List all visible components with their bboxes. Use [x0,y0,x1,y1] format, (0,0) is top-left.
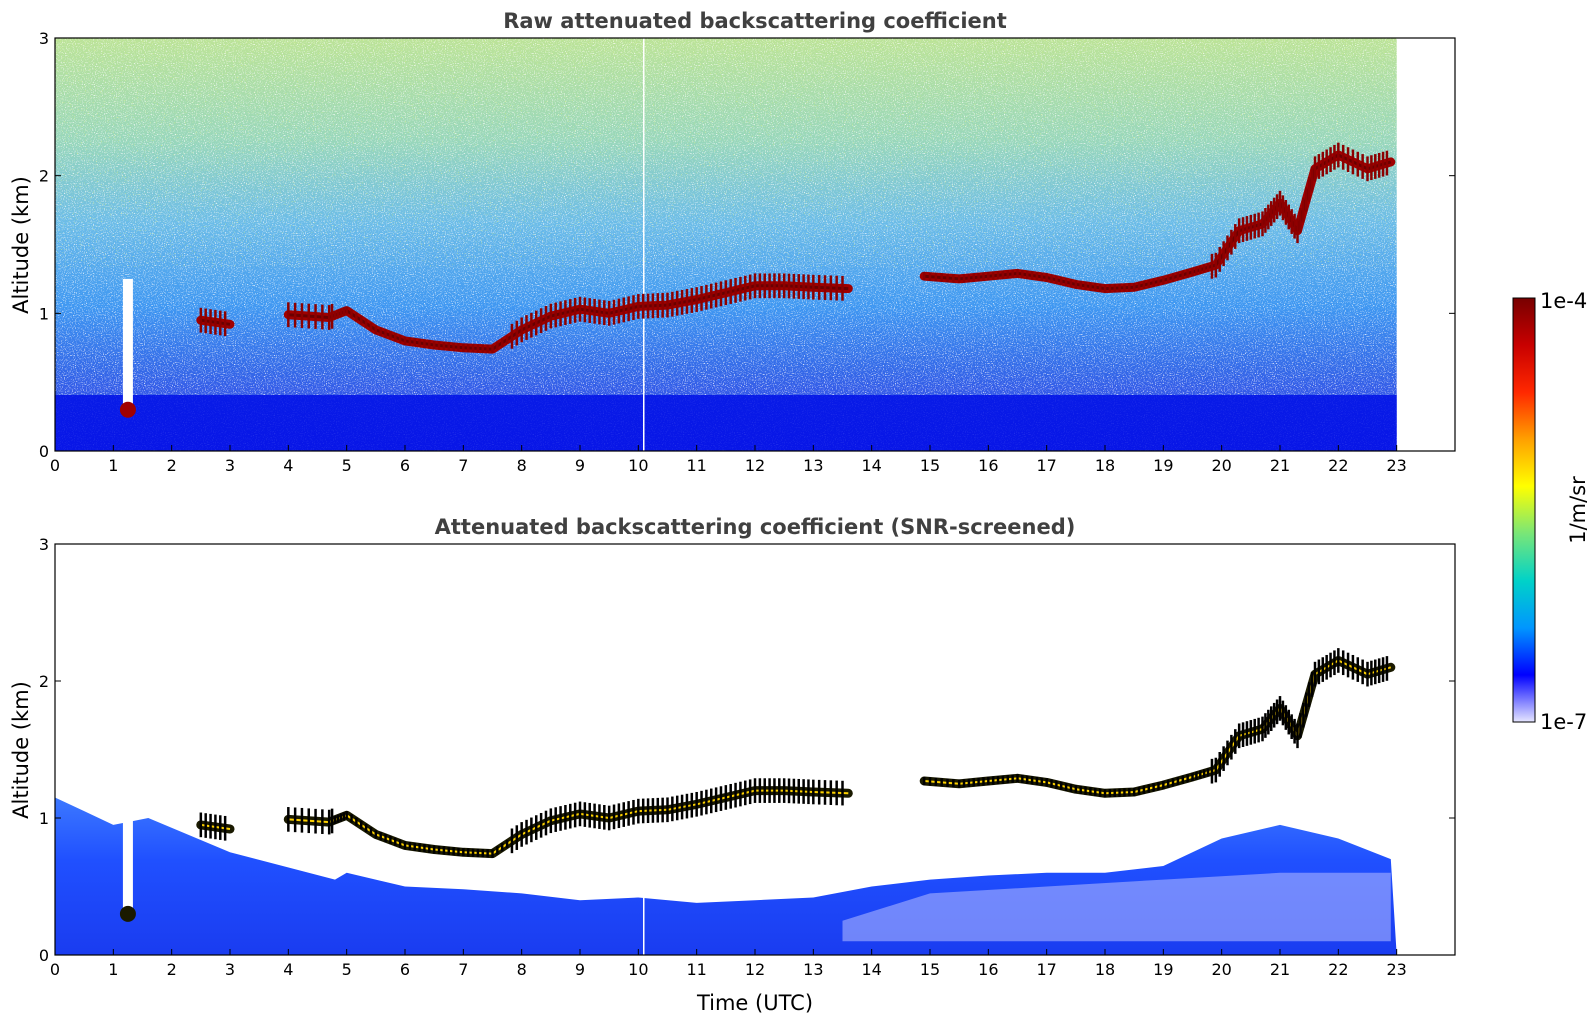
x-tick-label: 10 [628,456,648,475]
x-tick-label: 13 [803,456,823,475]
panel-screened-faint-field [842,872,1391,942]
y-tick-label: 3 [39,29,49,48]
x-tick-label: 5 [342,960,352,979]
x-tick-label: 10 [628,960,648,979]
x-tick-label: 12 [745,960,765,979]
panel-raw: Raw attenuated backscattering coefficien… [9,9,1456,475]
x-tick-label: 14 [861,456,881,475]
y-tick-label: 3 [39,535,49,554]
x-tick-label: 8 [517,456,527,475]
x-tick-label: 2 [167,456,177,475]
x-tick-label: 8 [517,960,527,979]
x-tick-label: 23 [1386,456,1406,475]
x-tick-label: 22 [1328,456,1348,475]
colorbar: 1e-4 1e-7 1/m/sr [1512,289,1590,734]
x-tick-label: 16 [978,960,998,979]
x-tick-label: 6 [400,456,410,475]
panel-raw-ylabel: Altitude (km) [9,176,33,314]
colorbar-min-label: 1e-7 [1540,710,1587,734]
x-tick-label: 7 [458,456,468,475]
x-tick-label: 17 [1036,456,1056,475]
y-tick-label: 1 [39,809,49,828]
y-tick-label: 0 [39,946,49,965]
x-tick-label: 11 [686,456,706,475]
x-tick-label: 20 [1211,960,1231,979]
x-tick-label: 1 [108,960,118,979]
x-tick-label: 9 [575,456,585,475]
x-tick-label: 20 [1211,456,1231,475]
panel-screened-ylabel: Altitude (km) [9,681,33,819]
x-tick-label: 2 [167,960,177,979]
panel-raw-ground-band [55,395,1397,451]
x-tick-label: 23 [1386,960,1406,979]
panel-raw-low-plume [119,142,1389,418]
clear-column [122,278,133,410]
low-aerosol-spot [119,905,136,922]
y-tick-label: 0 [39,442,49,461]
x-tick-label: 13 [803,960,823,979]
y-tick-label: 2 [39,672,49,691]
low-aerosol-spot [119,401,136,418]
x-tick-label: 18 [1095,456,1115,475]
x-tick-label: 19 [1153,456,1173,475]
x-tick-label: 3 [225,960,235,979]
colorbar-max-label: 1e-4 [1540,289,1587,313]
x-tick-label: 15 [920,960,940,979]
x-tick-label: 4 [283,456,293,475]
x-tick-label: 9 [575,960,585,979]
x-tick-label: 0 [50,456,60,475]
y-tick-label: 1 [39,304,49,323]
x-tick-label: 21 [1270,456,1290,475]
x-tick-label: 7 [458,960,468,979]
colorbar-ramp [1512,297,1536,723]
x-tick-label: 16 [978,456,998,475]
panel-raw-ticks: 0 1 2 3 4 5 6 7 8 9 10 11 12 13 14 15 16 17 18 19 20 21 22 2301… [39,29,1455,475]
panel-screened-title: Attenuated backscattering coefficient (S… [435,515,1076,539]
panel-screened-low-plume [119,648,1389,922]
clear-column [122,783,133,914]
x-tick-label: 18 [1095,960,1115,979]
panel-raw-gap-line [643,38,645,451]
x-tick-label: 0 [50,960,60,979]
x-tick-label: 12 [745,456,765,475]
x-tick-label: 14 [861,960,881,979]
panel-raw-noise-overlay-2 [55,38,1397,268]
x-tick-label: 6 [400,960,410,979]
x-tick-label: 5 [342,456,352,475]
x-tick-label: 17 [1036,960,1056,979]
panel-screened: Attenuated backscattering coefficient (S… [9,515,1456,1015]
panel-screened-ticks: 0 1 2 3 4 5 6 7 8 9 10 11 12 13 14 15 16 17 18 19 20 21 22 2301… [39,535,1455,979]
x-tick-label: 1 [108,456,118,475]
x-tick-label: 22 [1328,960,1348,979]
x-tick-label: 11 [686,960,706,979]
panel-screened-xlabel: Time (UTC) [696,991,813,1015]
x-tick-label: 3 [225,456,235,475]
y-tick-label: 2 [39,167,49,186]
panel-raw-title: Raw attenuated backscattering coefficien… [503,9,1007,33]
x-tick-label: 21 [1270,960,1290,979]
colorbar-unit-label: 1/m/sr [1566,476,1590,544]
x-tick-label: 19 [1153,960,1173,979]
x-tick-label: 4 [283,960,293,979]
x-tick-label: 15 [920,456,940,475]
